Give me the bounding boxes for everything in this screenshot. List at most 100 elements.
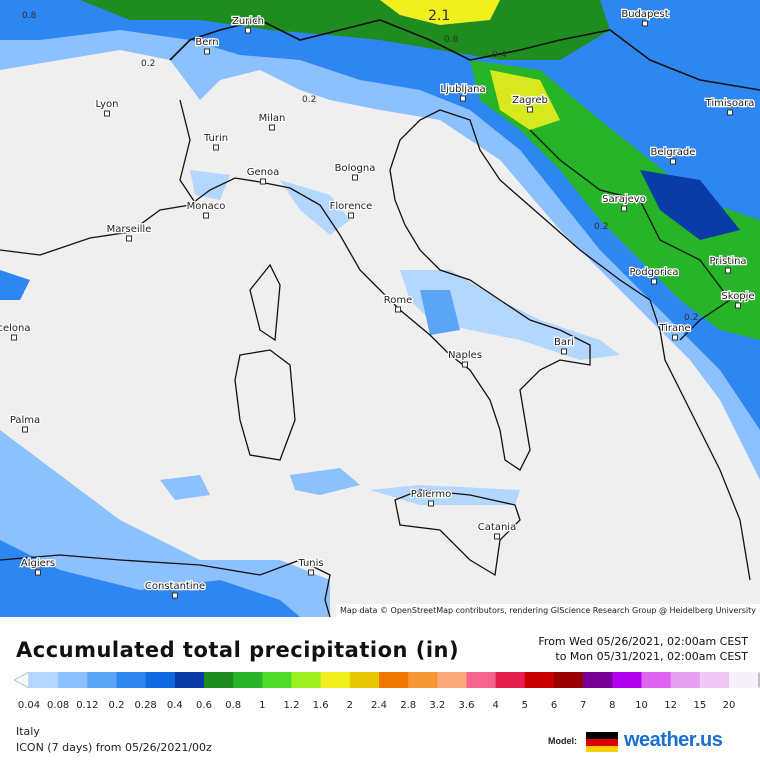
city-marker	[308, 569, 314, 576]
city-marker	[527, 106, 533, 113]
city-label: Naples	[448, 350, 482, 361]
legend-tick-label: 0.6	[196, 700, 212, 711]
city-label: celona	[0, 323, 31, 334]
legend-tick-label: 0.2	[109, 700, 125, 711]
city-marker	[352, 174, 358, 181]
city-marker	[245, 27, 251, 34]
city-marker	[462, 361, 468, 368]
legend-tick-label: 5	[522, 700, 528, 711]
city-label: Palermo	[411, 489, 451, 500]
legend-swatch	[583, 672, 613, 688]
legend-swatch	[699, 672, 730, 688]
city-label: Budapest	[621, 9, 668, 20]
legend-tick-label: 1.2	[284, 700, 300, 711]
value-label: 2.1	[428, 8, 450, 24]
city-label: Zagreb	[512, 95, 548, 106]
city-marker	[727, 109, 733, 116]
legend-swatch	[320, 672, 351, 688]
attribution-bg	[336, 604, 760, 617]
city-marker	[213, 144, 219, 151]
city-marker	[672, 334, 678, 341]
city-label: Catania	[478, 522, 516, 533]
city-label: Zurich	[232, 16, 264, 27]
city-marker	[460, 95, 466, 102]
legend-tick-label: 6	[551, 700, 557, 711]
legend-swatch	[495, 672, 526, 688]
city-marker	[494, 533, 500, 540]
legend-swatch	[554, 672, 584, 688]
city-marker	[395, 306, 401, 313]
legend-swatch	[262, 672, 292, 688]
legend-swatch	[670, 672, 701, 688]
city-label: Lyon	[95, 99, 118, 110]
city-marker	[11, 334, 17, 341]
flag	[586, 732, 618, 752]
city-label: Marseille	[107, 224, 152, 235]
city-marker	[35, 569, 41, 576]
legend-tick-label: 7	[580, 700, 586, 711]
city-marker	[621, 205, 627, 212]
city-label: Ljubljana	[440, 84, 485, 95]
city-label: Skopje	[721, 291, 754, 302]
legend-swatch	[524, 672, 555, 688]
city-marker	[428, 500, 434, 507]
value-label: 0.4	[492, 50, 507, 60]
legend-swatch	[174, 672, 205, 688]
city-label: Tunis	[297, 558, 323, 569]
city-marker	[203, 212, 209, 219]
legend-swatch	[408, 672, 438, 688]
legend-tick-label: 0.08	[47, 700, 69, 711]
map: 2.1 0.8 0.2 0.2 0.4 0.2 0.8 0.2 Zurich Be…	[0, 0, 760, 617]
date-to: to Mon 05/31/2021, 02:00am CEST	[555, 650, 748, 663]
city-marker	[22, 426, 28, 433]
attribution: Map data © OpenStreetMap contributors, r…	[340, 606, 756, 615]
date-range: From Wed 05/26/2021, 02:00am CEST to Mon…	[538, 634, 748, 664]
city-label: Palma	[10, 415, 40, 426]
city-marker	[725, 267, 731, 274]
legend-swatch	[58, 672, 88, 688]
legend-tick-label: 0.28	[135, 700, 157, 711]
legend: 0.04 0.08 0.12 0.2 0.28 0.4 0.6 0.8 1 1.2 1.6 2 2.4 2…	[13, 671, 760, 711]
model-label: Model:	[548, 736, 577, 746]
region: Italy	[16, 725, 40, 738]
legend-tick-label: 0.4	[167, 700, 183, 711]
city-label: Bern	[195, 37, 218, 48]
precip-areas	[0, 0, 760, 617]
legend-tick-label: 20	[723, 700, 736, 711]
value-label: 0.2	[141, 59, 155, 69]
city-label: Monaco	[187, 201, 226, 212]
city-label: Timisoara	[705, 98, 755, 109]
legend-swatch	[437, 672, 467, 688]
model-run: ICON (7 days) from 05/26/2021/00z	[16, 741, 212, 754]
legend-swatch	[145, 672, 176, 688]
city-marker	[561, 348, 567, 355]
value-label: 0.8	[444, 35, 459, 45]
city-marker	[172, 592, 178, 599]
city-label: Bologna	[335, 163, 376, 174]
city-label: Rome	[384, 295, 413, 306]
legend-tick-label: 2	[347, 700, 353, 711]
legend-swatch	[29, 672, 59, 688]
city-marker	[642, 20, 648, 27]
legend-swatch	[204, 672, 234, 688]
legend-tick-label: 2.8	[400, 700, 416, 711]
city-label: Turin	[203, 133, 228, 144]
legend-tick-label: 0.12	[76, 700, 98, 711]
legend-tick-label: 0.8	[225, 700, 241, 711]
city-label: Pristina	[709, 256, 746, 267]
city-label: Constantine	[145, 581, 205, 592]
legend-tick-label: 2.4	[371, 700, 387, 711]
legend-tick-label: 1.6	[313, 700, 329, 711]
city-label: Bari	[554, 337, 574, 348]
city-label: Genoa	[247, 167, 280, 178]
city-label: Tirane	[658, 323, 690, 334]
legend-swatch	[87, 672, 117, 688]
legend-swatch	[612, 672, 642, 688]
title: Accumulated total precipitation (in)	[16, 638, 460, 662]
legend-tick-label: 0.04	[18, 700, 40, 711]
value-labels: 2.1 0.8 0.2 0.2 0.4 0.2 0.8 0.2	[22, 8, 698, 323]
legend-swatch	[291, 672, 322, 688]
legend-tick-label: 3.2	[429, 700, 445, 711]
city-marker	[670, 158, 676, 165]
